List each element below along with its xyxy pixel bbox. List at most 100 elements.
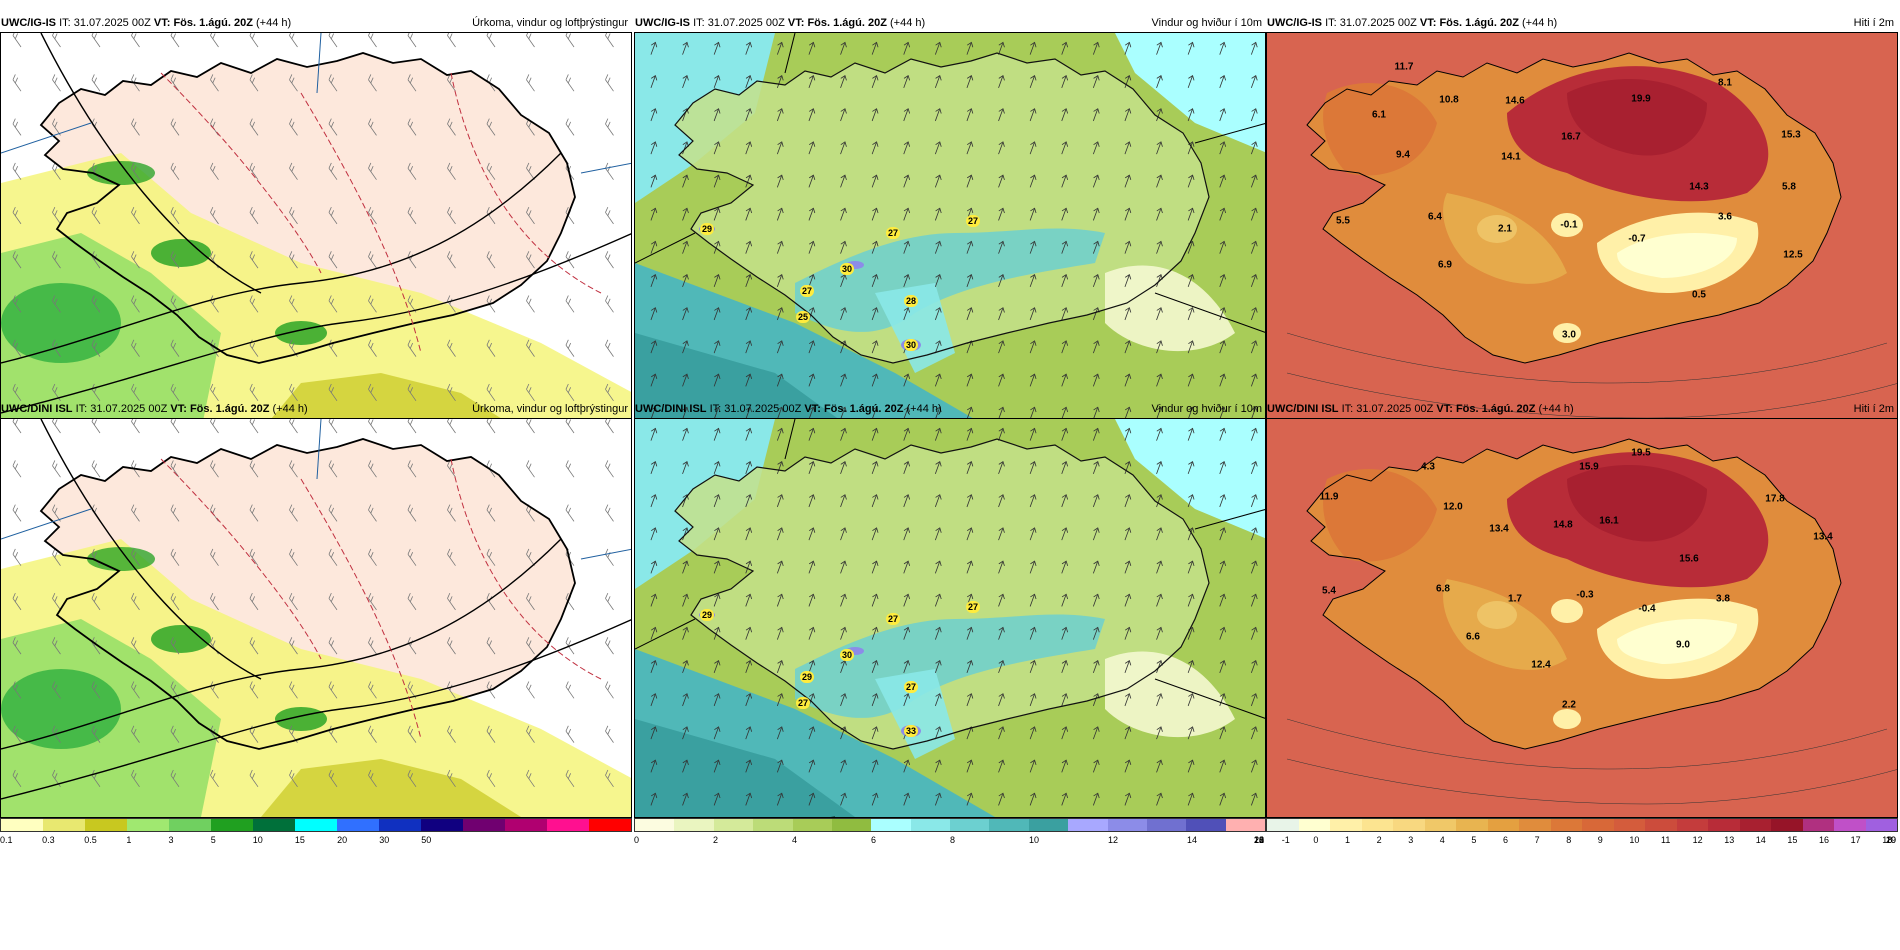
- colorbar-swatch: [1865, 819, 1897, 831]
- gust-max-label: 27: [965, 215, 981, 227]
- temperature-label: 0.5: [1692, 289, 1706, 301]
- colorbar-tick-label: 3: [168, 835, 174, 845]
- panel-header: UWC/IG-IS IT: 31.07.2025 00Z VT: Fös. 1.…: [0, 14, 632, 32]
- colorbar: [634, 818, 1266, 832]
- gust-max-label: 29: [699, 223, 715, 235]
- gust-max-label: 29: [799, 671, 815, 683]
- colorbar-swatch: [379, 819, 421, 831]
- colorbar-swatch: [85, 819, 127, 831]
- temperature-label: 19.9: [1631, 93, 1651, 105]
- colorbar-swatch: [1225, 819, 1265, 831]
- colorbar-swatch: [1771, 819, 1803, 831]
- temperature-label: 17.8: [1765, 493, 1785, 505]
- gust-max-label: 27: [965, 601, 981, 613]
- colorbar-swatch: [589, 819, 631, 831]
- colorbar-tick-label: 20: [1886, 835, 1897, 845]
- colorbar-swatch: [43, 819, 85, 831]
- temperature-label: 10.8: [1439, 94, 1459, 106]
- lead-time: (+44 h): [906, 403, 942, 415]
- colorbar-swatch: [1068, 819, 1108, 831]
- header-run-info: UWC/IG-IS IT: 31.07.2025 00Z VT: Fös. 1.…: [1267, 14, 1557, 32]
- colorbar: [1266, 818, 1898, 832]
- colorbar-swatch: [871, 819, 911, 831]
- header-run-info: UWC/DINI ISL IT: 31.07.2025 00Z VT: Fös.…: [1267, 400, 1574, 418]
- colorbar-tick-label: 16: [1254, 835, 1265, 845]
- gust-max-label: 33: [903, 725, 919, 737]
- it-value: 31.07.2025 00Z: [1356, 403, 1434, 415]
- model-name: UWC/IG-IS: [1267, 17, 1322, 29]
- temperature-label: 15.3: [1781, 129, 1801, 141]
- colorbar-swatch: [253, 819, 295, 831]
- map-panel-r2c3: UWC/DINI ISL IT: 31.07.2025 00Z VT: Fös.…: [1266, 400, 1898, 860]
- temperature-label: 11.7: [1394, 61, 1414, 73]
- colorbar-swatch: [1, 819, 43, 831]
- temperature-label: 5.5: [1336, 215, 1350, 227]
- colorbar-tick-label: 26: [1254, 835, 1265, 845]
- colorbar-swatch: [1834, 819, 1866, 831]
- field-title: Vindur og hviður í 10m: [1151, 17, 1262, 29]
- colorbar-swatch: [1028, 819, 1069, 831]
- colorbar-swatch: [463, 819, 505, 831]
- colorbar-swatch: [674, 819, 714, 831]
- colorbar-tick-label: 2: [1376, 835, 1382, 845]
- model-name: UWC/IG-IS: [635, 17, 690, 29]
- colorbar-swatch: [635, 819, 675, 831]
- map-panel-r1c3: UWC/IG-IS IT: 31.07.2025 00Z VT: Fös. 1.…: [1266, 14, 1898, 474]
- colorbar-tick-label: 0.5: [84, 835, 97, 845]
- it-value: 31.07.2025 00Z: [707, 17, 785, 29]
- colorbar-swatch: [1146, 819, 1187, 831]
- colorbar-tick-label: 5: [1471, 835, 1477, 845]
- colorbar-tick-label: 1: [126, 835, 132, 845]
- colorbar-swatch: [1456, 819, 1488, 831]
- temperature-label: 2.1: [1498, 223, 1512, 235]
- map-panel-r1c2: UWC/IG-IS IT: 31.07.2025 00Z VT: Fös. 1.…: [634, 14, 1266, 474]
- colorbar-tick-label: 18: [1882, 835, 1893, 845]
- colorbar-tick-label: 15: [1787, 835, 1798, 845]
- field-title: Hiti í 2m: [1853, 17, 1894, 29]
- header-run-info: UWC/DINI ISL IT: 31.07.2025 00Z VT: Fös.…: [1, 400, 308, 418]
- colorbar-tick-label: 14: [1187, 835, 1198, 845]
- colorbar-swatch: [1267, 819, 1299, 831]
- colorbar-tick-label: 10: [1029, 835, 1040, 845]
- it-value: 31.07.2025 00Z: [1339, 17, 1417, 29]
- map-view: [0, 32, 632, 432]
- gust-max-label: 25: [795, 311, 811, 323]
- colorbar-tick-label: 30: [379, 835, 390, 845]
- colorbar-swatch: [337, 819, 379, 831]
- gust-max-label: 27: [903, 681, 919, 693]
- colorbar-swatch: [1739, 819, 1771, 831]
- temperature-label: 12.0: [1443, 501, 1463, 513]
- panel-header: UWC/IG-IS IT: 31.07.2025 00Z VT: Fös. 1.…: [634, 14, 1266, 32]
- colorbar-tick-label: 50: [421, 835, 432, 845]
- panel-header: UWC/DINI ISL IT: 31.07.2025 00Z VT: Fös.…: [634, 400, 1266, 418]
- colorbar-tick-label: 24: [1254, 835, 1265, 845]
- gust-max-label: 27: [795, 697, 811, 709]
- colorbar-tick-label: 6: [871, 835, 877, 845]
- model-name: UWC/DINI ISL: [635, 403, 707, 415]
- temperature-label: 6.9: [1438, 259, 1452, 271]
- map-view: 4.3 19.5 11.9 15.9 12.0 17.8 16.1 13.4 14.8 13.4 1…: [1266, 418, 1898, 818]
- vt-value: Fös. 1.ágú. 20Z: [1439, 17, 1519, 29]
- model-name: UWC/DINI ISL: [1, 403, 73, 415]
- field-title: Úrkoma, vindur og loftþrýstingur: [472, 17, 628, 29]
- temperature-label: -0.7: [1628, 233, 1646, 245]
- temperature-label: 2.2: [1562, 699, 1576, 711]
- colorbar-tick-label: 5: [210, 835, 216, 845]
- vt-label: VT:: [153, 17, 171, 29]
- it-label: IT:: [75, 403, 88, 415]
- temperature-label: 16.7: [1561, 131, 1581, 143]
- temperature-label: 6.8: [1436, 583, 1450, 595]
- colorbar-tick-label: 14: [1755, 835, 1766, 845]
- model-name: UWC/DINI ISL: [1267, 403, 1339, 415]
- colorbar-swatch: [295, 819, 337, 831]
- vt-label: VT:: [170, 403, 187, 415]
- colorbar-tick-label: 10: [1629, 835, 1640, 845]
- colorbar-tick-label: 12: [1108, 835, 1119, 845]
- colorbar-swatch: [1424, 819, 1456, 831]
- it-label: IT:: [1325, 17, 1337, 29]
- map-view: 29 30 27 27 29 27 27 33: [634, 418, 1266, 818]
- colorbar-swatch: [1487, 819, 1519, 831]
- temperature-label: 9.4: [1396, 149, 1410, 161]
- lead-time: (+44 h): [272, 403, 308, 415]
- temperature-label: 15.9: [1579, 461, 1599, 473]
